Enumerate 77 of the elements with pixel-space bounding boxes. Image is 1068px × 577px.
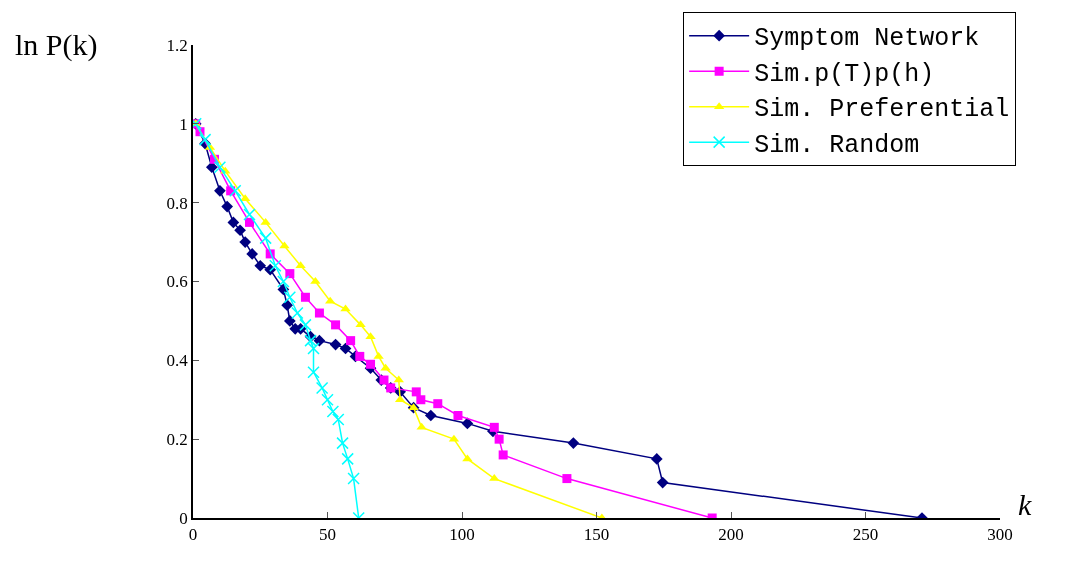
legend-label: Sim.p(T)p(h) [754,59,935,89]
point [299,318,312,332]
point [453,411,463,421]
y-tick-label: 0.6 [166,272,188,292]
x-axis-title: k [1018,488,1032,521]
y-tick-label: 1 [179,114,188,134]
point [329,338,342,351]
point [246,248,259,260]
x-tick-label: 150 [583,525,610,545]
point [424,409,437,422]
point [259,231,272,245]
y-tick-label: 1.2 [166,35,188,55]
point [656,476,669,489]
point [562,474,572,484]
y-axis-title: ln P(k) [15,28,98,62]
point [326,405,340,418]
point [269,259,282,272]
point [462,454,473,462]
point [355,351,365,361]
point [433,399,443,409]
point [346,336,356,346]
point [379,375,389,385]
point [285,269,295,279]
x-tick-label: 250 [852,525,879,545]
point [227,216,240,229]
point [213,160,227,174]
point [315,381,329,395]
point [234,224,246,237]
point [198,133,212,146]
point [411,387,421,397]
point [291,306,304,320]
x-tick-label: 200 [718,525,744,545]
point [567,437,580,449]
point [461,417,474,430]
y-tick-label: 0.8 [166,193,188,213]
point [321,393,334,406]
x-tick-label: 300 [987,525,1013,545]
point [300,292,310,302]
point [355,320,366,328]
y-tick-label: 0 [179,508,188,528]
point [307,342,320,355]
legend-label: Sim. Random [754,130,920,160]
point [489,422,499,432]
point [307,365,320,379]
point [332,413,345,426]
x-tick-label: 100 [449,525,475,545]
point [498,450,508,460]
point [373,351,384,359]
point [416,422,427,430]
legend-label: Symptom Network [754,24,980,54]
point [277,275,290,288]
point [331,320,341,330]
point [279,241,290,249]
point [366,359,376,369]
x-tick-label: 50 [319,525,336,545]
point [650,453,663,465]
point [243,208,256,221]
point [340,304,351,312]
point [347,472,360,485]
legend-label: Sim. Preferential [754,95,1010,125]
y-tick-label: 0.4 [166,351,189,371]
point [416,395,426,405]
point [228,184,242,198]
point [494,434,504,444]
point [254,259,267,272]
point [304,334,317,347]
point [341,452,354,466]
point [283,291,297,304]
y-tick-label: 0.2 [166,430,188,450]
point [393,375,404,383]
point [239,236,252,248]
point [283,315,296,327]
point [260,217,271,225]
point [221,200,234,213]
point [214,184,226,197]
point [336,436,349,450]
point [314,308,324,318]
